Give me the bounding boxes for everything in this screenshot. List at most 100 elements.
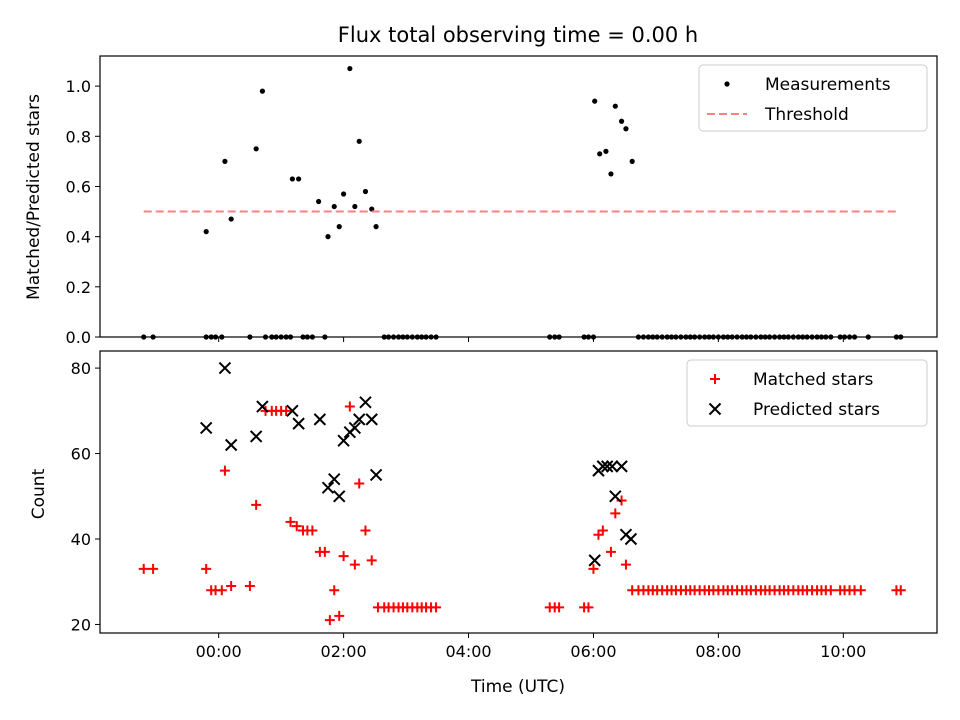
predicted-stars-point — [313, 413, 327, 426]
y-tick-label: 20 — [71, 615, 91, 634]
matched-stars-point — [244, 581, 255, 591]
measurements-point — [336, 224, 342, 230]
x-tick-label: 04:00 — [445, 642, 491, 661]
top-y-axis-label: Matched/Predicted stars — [24, 94, 44, 300]
x-tick-label: 02:00 — [321, 642, 367, 661]
predicted-stars-point — [333, 490, 346, 503]
matched-stars-point — [360, 525, 371, 536]
matched-stars-point — [329, 585, 340, 596]
measurements-point — [592, 98, 598, 104]
measurements-point — [373, 224, 379, 230]
bottom-y-axis-label: Count — [29, 468, 49, 519]
matched-stars-point — [138, 563, 149, 574]
matched-stars-point — [344, 401, 355, 412]
matched-stars-point — [324, 615, 335, 626]
measurements-point — [222, 158, 228, 164]
y-tick-label: 40 — [71, 530, 91, 549]
predicted-stars-point — [321, 481, 335, 494]
legend-threshold-label: Threshold — [764, 105, 849, 125]
measurements-point — [603, 148, 609, 154]
y-tick-label: 0.6 — [66, 177, 91, 196]
measurements-point — [369, 206, 375, 212]
matched-stars-point — [366, 555, 377, 566]
legend-predicted-stars-label: Predicted stars — [753, 400, 880, 420]
predicted-stars-point — [596, 460, 610, 473]
predicted-stars-point — [218, 361, 232, 375]
matched-stars-point — [219, 465, 230, 476]
predicted-stars-point — [199, 421, 213, 435]
y-tick-label: 60 — [71, 445, 91, 464]
measurements-point — [612, 103, 618, 109]
matched-stars-point — [895, 585, 906, 596]
measurements-point — [259, 88, 266, 94]
matched-stars-point — [431, 602, 442, 613]
predicted-stars-point — [256, 400, 269, 413]
y-tick-label: 1.0 — [66, 77, 91, 96]
matched-stars-point — [349, 559, 360, 570]
measurements-point — [316, 198, 322, 205]
predicted-stars-point — [337, 434, 350, 447]
matched-stars-point — [281, 405, 292, 416]
matched-stars-point — [616, 495, 627, 506]
predicted-stars-point — [588, 554, 601, 567]
predicted-stars-point — [615, 460, 628, 473]
matched-stars-point — [216, 585, 227, 596]
y-tick-label: 0.8 — [66, 127, 91, 146]
measurements-point — [597, 151, 603, 157]
predicted-stars-point — [365, 413, 378, 426]
chart-title: Flux total observing time = 0.00 h — [338, 23, 698, 47]
measurements-point — [618, 118, 625, 124]
predicted-stars-point — [224, 438, 238, 452]
measurements-point — [228, 216, 234, 222]
legend-matched-stars-label: Matched stars — [753, 370, 873, 390]
measurements-point — [253, 146, 259, 152]
matched-stars-point — [583, 602, 594, 613]
predicted-stars-point — [609, 490, 622, 503]
panel-frame — [99, 350, 938, 634]
predicted-stars-point — [348, 421, 362, 435]
measurements-point — [289, 176, 295, 182]
legend-matched-stars-swatch — [710, 374, 720, 384]
measurements-point — [629, 158, 635, 164]
matched-stars-point — [251, 499, 262, 510]
legend-measurements-swatch — [724, 81, 730, 87]
matched-stars-point — [855, 585, 866, 596]
measurements-point — [296, 176, 302, 182]
matched-stars-point — [554, 602, 565, 613]
matched-stars-point — [148, 563, 159, 574]
matched-stars-point — [201, 563, 212, 574]
predicted-stars-point — [624, 532, 638, 546]
predicted-stars-point — [249, 430, 263, 443]
x-tick-label: 10:00 — [820, 642, 866, 661]
matched-stars-point — [597, 525, 608, 536]
matched-stars-point — [334, 610, 345, 621]
measurements-point — [352, 203, 358, 210]
matched-stars-point — [354, 478, 365, 489]
matched-stars-point — [605, 546, 616, 557]
x-tick-label: 08:00 — [695, 642, 741, 661]
matched-stars-point — [319, 546, 330, 557]
y-tick-label: 0.0 — [66, 328, 91, 347]
matched-stars-point — [825, 585, 836, 596]
bottom-panel: 20 40 60 80 00:00 02:00 04:00 06:00 08:00 10:00 Ma… — [71, 350, 938, 661]
y-tick-label: 80 — [71, 359, 91, 378]
measurements-point — [331, 203, 337, 210]
measurements-point — [608, 171, 614, 177]
predicted-stars-point — [286, 404, 299, 418]
matched-stars-point — [307, 525, 318, 536]
measurements-point — [623, 126, 629, 132]
x-axis-label: Time (UTC) — [470, 677, 565, 697]
measurements-point — [356, 138, 362, 144]
predicted-stars-point — [369, 468, 383, 482]
x-tick-label: 06:00 — [570, 642, 616, 661]
matched-stars-point — [610, 508, 621, 519]
measurements-point — [347, 65, 353, 72]
matched-stars-point — [620, 559, 631, 570]
matched-stars-point — [338, 551, 349, 562]
measurements-point — [203, 229, 209, 235]
predicted-stars-point — [292, 417, 305, 430]
matched-stars-point — [588, 563, 599, 574]
predicted-stars-point — [328, 472, 341, 486]
legend-box — [698, 64, 928, 132]
